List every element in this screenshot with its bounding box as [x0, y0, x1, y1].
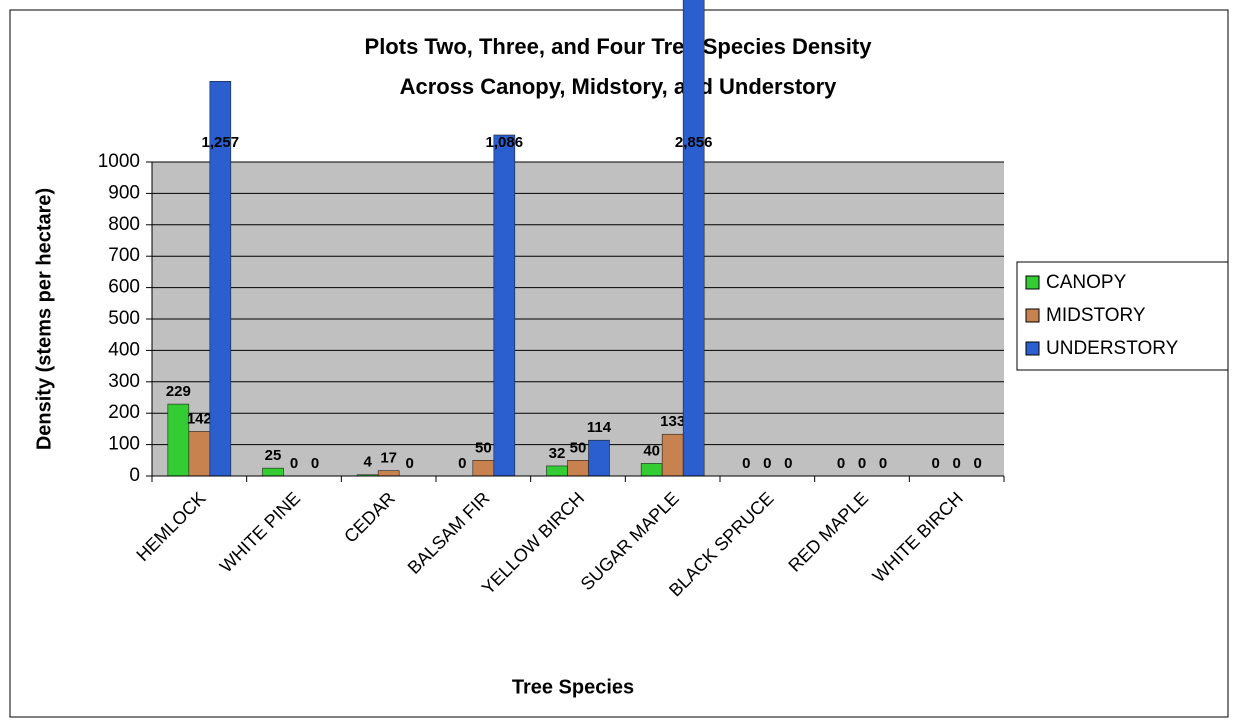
- value-label: 0: [290, 455, 298, 472]
- value-label: 0: [742, 455, 750, 472]
- value-label: 25: [265, 447, 282, 464]
- value-label: 133: [660, 413, 685, 430]
- y-axis-title: Density (stems per hectare): [33, 188, 55, 450]
- y-tick-label: 700: [108, 245, 140, 266]
- bar: [377, 470, 400, 477]
- value-label: 17: [380, 450, 397, 467]
- chart-title: Plots Two, Three, and Four Tree Species …: [365, 34, 873, 59]
- value-label: 40: [643, 442, 660, 459]
- legend-swatch: [1025, 308, 1040, 323]
- bar: [493, 134, 516, 477]
- bar: [588, 439, 610, 477]
- y-tick-label: 300: [108, 371, 140, 392]
- bar: [640, 463, 663, 477]
- legend-swatch: [1025, 341, 1040, 356]
- value-label: 32: [549, 445, 566, 462]
- y-tick-label: 1000: [98, 151, 140, 172]
- chart-title: Across Canopy, Midstory, and Understory: [400, 74, 838, 99]
- bar: [472, 459, 495, 477]
- legend-swatch: [1025, 275, 1040, 290]
- legend-label: CANOPY: [1046, 272, 1127, 293]
- x-axis-title: Tree Species: [512, 676, 634, 698]
- value-label: 0: [311, 455, 319, 472]
- legend: [1016, 261, 1229, 371]
- value-label: 0: [763, 455, 771, 472]
- bar: [567, 459, 589, 477]
- value-label: 0: [784, 455, 792, 472]
- y-tick-label: 900: [108, 182, 140, 203]
- bar: [188, 431, 211, 477]
- value-label: 142: [187, 410, 212, 427]
- bar: [546, 465, 568, 477]
- y-tick-label: 200: [108, 402, 140, 423]
- value-label: 0: [931, 455, 939, 472]
- value-label: 0: [952, 455, 960, 472]
- value-label: 229: [166, 383, 191, 400]
- bar: [167, 403, 190, 477]
- bar: [262, 467, 284, 477]
- value-label: 0: [879, 455, 887, 472]
- value-label: 114: [587, 419, 612, 436]
- value-label: 2,856: [675, 134, 713, 151]
- value-label: 0: [973, 455, 981, 472]
- value-label: 4: [363, 454, 372, 471]
- legend-label: MIDSTORY: [1046, 305, 1146, 326]
- y-tick-label: 500: [108, 308, 140, 329]
- bar: [682, 0, 705, 477]
- value-label: 50: [475, 439, 492, 456]
- y-tick-label: 0: [129, 465, 140, 486]
- value-label: 50: [570, 439, 587, 456]
- value-label: 0: [837, 455, 845, 472]
- value-label: 1,086: [486, 134, 524, 151]
- value-label: 0: [458, 455, 466, 472]
- legend-label: UNDERSTORY: [1046, 338, 1179, 359]
- y-tick-label: 800: [108, 214, 140, 235]
- bar: [661, 433, 684, 477]
- value-label: 0: [405, 455, 413, 472]
- value-label: 0: [858, 455, 866, 472]
- value-label: 1,257: [202, 134, 240, 151]
- y-tick-label: 100: [108, 434, 140, 455]
- y-tick-label: 600: [108, 277, 140, 298]
- y-tick-label: 400: [108, 339, 140, 360]
